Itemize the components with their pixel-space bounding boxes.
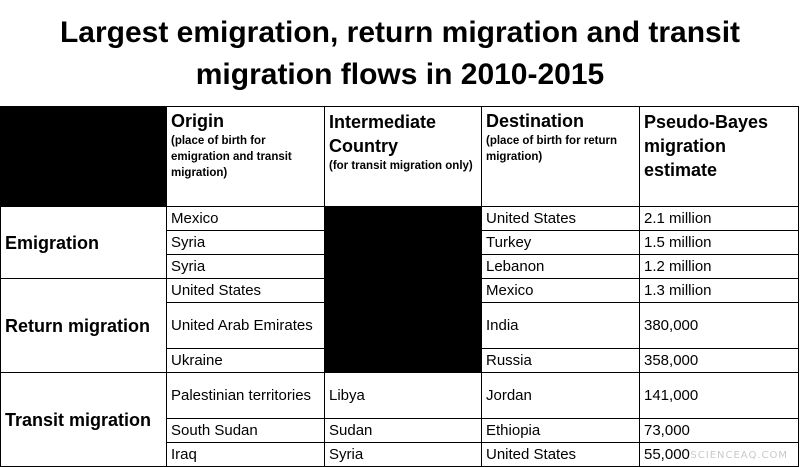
cell-intermediate: Sudan bbox=[324, 418, 482, 443]
cell-estimate: 1.3 million bbox=[639, 278, 799, 303]
cell-destination: Mexico bbox=[481, 278, 640, 303]
header-destination-note: (place of birth for return migration) bbox=[486, 135, 617, 163]
table-row: Iraq Syria United States 55,000 bbox=[1, 442, 799, 467]
cell-intermediate: Libya bbox=[324, 372, 482, 419]
cell-origin: Iraq bbox=[166, 442, 325, 467]
cell-estimate: 380,000 bbox=[639, 302, 799, 349]
cell-destination: Russia bbox=[481, 348, 640, 373]
cell-origin: United Arab Emirates bbox=[166, 302, 325, 349]
table-row: Ukraine Russia 358,000 bbox=[1, 348, 799, 373]
table-row: United Arab Emirates India 380,000 bbox=[1, 302, 799, 349]
cell-origin: Ukraine bbox=[166, 348, 325, 373]
cell-estimate: 73,000 bbox=[639, 418, 799, 443]
cell-destination: India bbox=[481, 302, 640, 349]
group-return: Return migration bbox=[0, 278, 167, 373]
table-row: Transit migration Palestinian territorie… bbox=[0, 372, 799, 467]
cell-origin: United States bbox=[166, 278, 325, 303]
cell-estimate: 55,000 bbox=[639, 442, 799, 467]
cell-destination: Turkey bbox=[481, 230, 640, 255]
cell-destination: Ethiopia bbox=[481, 418, 640, 443]
group-emigration: Emigration bbox=[0, 206, 167, 279]
header-destination-label: Destination bbox=[486, 111, 585, 131]
header-intermediate-label: Intermediate Country bbox=[329, 112, 437, 156]
migration-table: Origin (place of birth for emigration an… bbox=[0, 106, 799, 467]
cell-destination: Lebanon bbox=[481, 254, 640, 279]
cell-estimate: 358,000 bbox=[639, 348, 799, 373]
table-row: South Sudan Sudan Ethiopia 73,000 bbox=[1, 418, 799, 443]
header-destination: Destination (place of birth for return m… bbox=[481, 106, 640, 207]
cell-estimate: 1.5 million bbox=[639, 230, 799, 255]
header-intermediate: Intermediate Country (for transit migrat… bbox=[324, 106, 482, 207]
header-estimate-label: Pseudo-Bayes migration estimate bbox=[644, 112, 769, 180]
cell-destination: United States bbox=[481, 206, 640, 231]
table-row: Syria Turkey 1.5 million bbox=[1, 230, 799, 255]
cell-estimate: 1.2 million bbox=[639, 254, 799, 279]
page-title: Largest emigration, return migration and… bbox=[59, 16, 741, 91]
cell-destination: United States bbox=[481, 442, 640, 467]
header-estimate: Pseudo-Bayes migration estimate bbox=[639, 106, 799, 207]
header-corner bbox=[0, 106, 167, 207]
group-transit: Transit migration bbox=[0, 372, 167, 467]
cell-destination: Jordan bbox=[481, 372, 640, 419]
table-row: Syria Lebanon 1.2 million bbox=[1, 254, 799, 279]
header-origin-note: (place of birth for emigration and trans… bbox=[171, 135, 292, 179]
header-row: Origin (place of birth for emigration an… bbox=[0, 106, 799, 207]
intermediate-blackout bbox=[324, 206, 482, 373]
header-origin: Origin (place of birth for emigration an… bbox=[166, 106, 325, 207]
cell-estimate: 2.1 million bbox=[639, 206, 799, 231]
cell-origin: Syria bbox=[166, 254, 325, 279]
cell-intermediate: Syria bbox=[324, 442, 482, 467]
cell-origin: South Sudan bbox=[166, 418, 325, 443]
cell-origin: Palestinian territories bbox=[166, 372, 325, 419]
header-intermediate-note: (for transit migration only) bbox=[329, 160, 473, 172]
cell-origin: Syria bbox=[166, 230, 325, 255]
table-row: Return migration United States Mexico 1.… bbox=[0, 278, 799, 373]
watermark: SCIENCEAQ.COM bbox=[690, 450, 788, 461]
table-row: Emigration Mexico United States 2.1 mill… bbox=[0, 206, 799, 373]
cell-estimate: 141,000 bbox=[639, 372, 799, 419]
header-origin-label: Origin bbox=[171, 111, 224, 131]
cell-origin: Mexico bbox=[166, 206, 325, 231]
